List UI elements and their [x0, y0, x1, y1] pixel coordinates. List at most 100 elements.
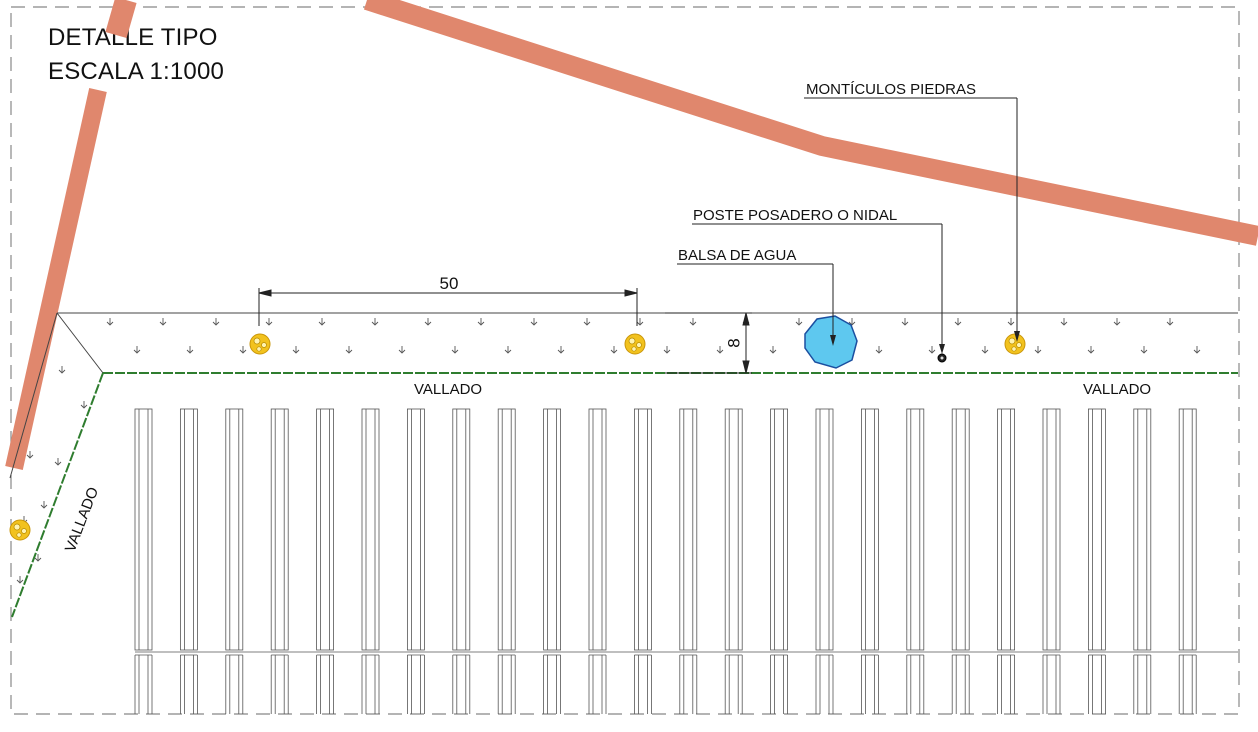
solar-panel-row [815, 408, 834, 714]
vegetation-symbol-icon [1087, 346, 1095, 354]
vegetation-symbol-icon [530, 318, 538, 326]
solar-panel-row [225, 408, 244, 714]
vegetation-symbol-icon [26, 451, 34, 459]
solar-panel-row [588, 408, 607, 714]
vegetation-symbol-icon [54, 458, 62, 466]
road-band-diagonal [363, 0, 1258, 246]
dimension-width [665, 312, 752, 374]
vegetation-symbols [16, 318, 1201, 584]
solar-panel-row [1042, 408, 1061, 714]
label-monticulos-piedras: MONTÍCULOS PIEDRAS [806, 81, 976, 98]
vegetation-symbol-icon [80, 401, 88, 409]
leader-poste [692, 223, 943, 352]
vegetation-symbol-icon [239, 346, 247, 354]
solar-panel-row [134, 408, 153, 714]
vegetation-symbol-icon [16, 576, 24, 584]
vegetation-symbol-icon [1166, 318, 1174, 326]
vegetation-symbol-icon [34, 554, 42, 562]
solar-panel-row [1133, 408, 1152, 714]
dimension-spacing-value: 50 [440, 274, 459, 293]
vegetation-symbol-icon [1113, 318, 1121, 326]
dimension-spacing [258, 288, 638, 326]
vegetation-symbol-icon [716, 346, 724, 354]
solar-panel-row [997, 408, 1015, 714]
vegetation-symbol-icon [795, 318, 803, 326]
vegetation-symbol-icon [1060, 318, 1068, 326]
label-vallado-right: VALLADO [1083, 381, 1151, 398]
vegetation-symbol-icon [557, 346, 565, 354]
leader-poste-arrow [939, 344, 945, 354]
vegetation-symbol-icon [159, 318, 167, 326]
drawing-title: DETALLE TIPO [48, 24, 218, 51]
perch-pole-center [940, 356, 944, 360]
solar-panel-row [179, 408, 198, 714]
dimension-width-value: 8 [724, 338, 743, 347]
vegetation-symbol-icon [875, 346, 883, 354]
vegetation-symbol-icon [1193, 346, 1201, 354]
leader-monticulos [804, 97, 1018, 334]
solar-panel-row [906, 408, 925, 714]
road-band-left [5, 88, 107, 470]
vegetation-symbol-icon [610, 346, 618, 354]
vegetation-symbol-icon [583, 318, 591, 326]
label-vallado-center: VALLADO [414, 381, 482, 398]
solar-panel-row [634, 408, 652, 714]
solar-panel-row [1088, 408, 1106, 714]
label-vallado-diagonal: VALLADO [62, 485, 102, 555]
vegetation-symbol-icon [504, 346, 512, 354]
vegetation-symbol-icon [398, 346, 406, 354]
vegetation-symbol-icon [451, 346, 459, 354]
stone-mound-icon [9, 519, 31, 541]
vegetation-symbol-icon [212, 318, 220, 326]
fence-line-diagonal [11, 372, 104, 618]
solar-panel-row [770, 408, 788, 714]
drawing-scale: ESCALA 1:1000 [48, 58, 225, 85]
solar-panel-row [679, 408, 698, 714]
solar-panel-row [497, 408, 516, 714]
solar-panel-row [861, 408, 879, 714]
strip-corner-line [56, 312, 104, 374]
vegetation-symbol-icon [1140, 346, 1148, 354]
vegetation-symbol-icon [689, 318, 697, 326]
vegetation-symbol-icon [769, 346, 777, 354]
leader-balsa-arrow [830, 335, 836, 346]
diagonal-strip-edge [9, 312, 58, 479]
vegetation-symbol-icon [477, 318, 485, 326]
vegetation-symbol-icon [186, 346, 194, 354]
vegetation-symbol-icon [1034, 346, 1042, 354]
vegetation-symbol-icon [318, 318, 326, 326]
vegetation-symbol-icon [981, 346, 989, 354]
vegetation-symbol-icon [1007, 318, 1015, 326]
vegetation-symbol-icon [371, 318, 379, 326]
solar-panel-row [1178, 408, 1197, 714]
road-band-left-upper [105, 0, 137, 39]
stone-mound-icon [249, 333, 271, 355]
solar-panel-row [543, 408, 561, 714]
vegetation-symbol-icon [901, 318, 909, 326]
vegetation-symbol-icon [106, 318, 114, 326]
drawing-frame [10, 6, 1240, 715]
vegetation-symbol-icon [58, 366, 66, 374]
solar-panel-row [270, 408, 289, 714]
solar-panel-row [316, 408, 335, 714]
vegetation-symbol-icon [663, 346, 671, 354]
water-pond-icon [804, 315, 858, 369]
leader-balsa [677, 263, 834, 336]
vegetation-symbol-icon [40, 501, 48, 509]
vegetation-symbol-icon [345, 346, 353, 354]
solar-panel-rows [134, 408, 1238, 714]
vegetation-symbol-icon [424, 318, 432, 326]
vegetation-symbol-icon [928, 346, 936, 354]
solar-panel-row [951, 408, 970, 714]
vegetation-symbol-icon [636, 318, 644, 326]
solar-panel-row [406, 408, 425, 714]
solar-panel-row [724, 408, 743, 714]
stone-mound-icon [1004, 333, 1026, 355]
vegetation-symbol-icon [265, 318, 273, 326]
vegetation-symbol-icon [954, 318, 962, 326]
leader-monticulos-arrow [1014, 331, 1020, 342]
stone-mound-icon [624, 333, 646, 355]
vegetation-symbol-icon [292, 346, 300, 354]
solar-panel-row [452, 408, 471, 714]
